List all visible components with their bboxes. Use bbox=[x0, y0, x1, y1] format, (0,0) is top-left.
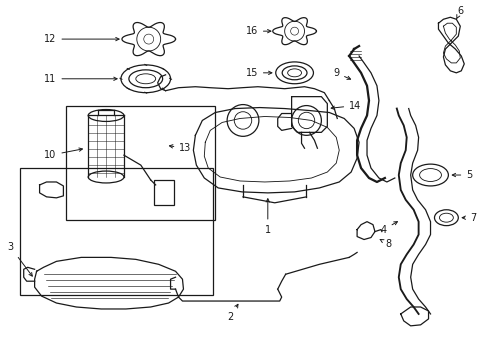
Text: 5: 5 bbox=[451, 170, 471, 180]
Text: 12: 12 bbox=[44, 34, 119, 44]
Text: 4: 4 bbox=[380, 222, 396, 235]
Text: 15: 15 bbox=[245, 68, 272, 78]
Text: 13: 13 bbox=[169, 143, 191, 153]
Bar bbox=[66, 106, 215, 220]
Text: 16: 16 bbox=[245, 26, 271, 36]
Text: 11: 11 bbox=[44, 74, 117, 84]
Text: 10: 10 bbox=[44, 148, 82, 160]
Text: 7: 7 bbox=[461, 213, 475, 223]
Text: 8: 8 bbox=[379, 240, 391, 250]
Text: 2: 2 bbox=[227, 304, 238, 322]
Text: 6: 6 bbox=[455, 6, 462, 19]
Text: 9: 9 bbox=[333, 68, 350, 79]
Bar bbox=[153, 180, 173, 205]
Text: 1: 1 bbox=[264, 199, 270, 235]
Text: 14: 14 bbox=[331, 101, 361, 111]
Text: 3: 3 bbox=[8, 242, 32, 276]
Bar bbox=[20, 168, 213, 295]
